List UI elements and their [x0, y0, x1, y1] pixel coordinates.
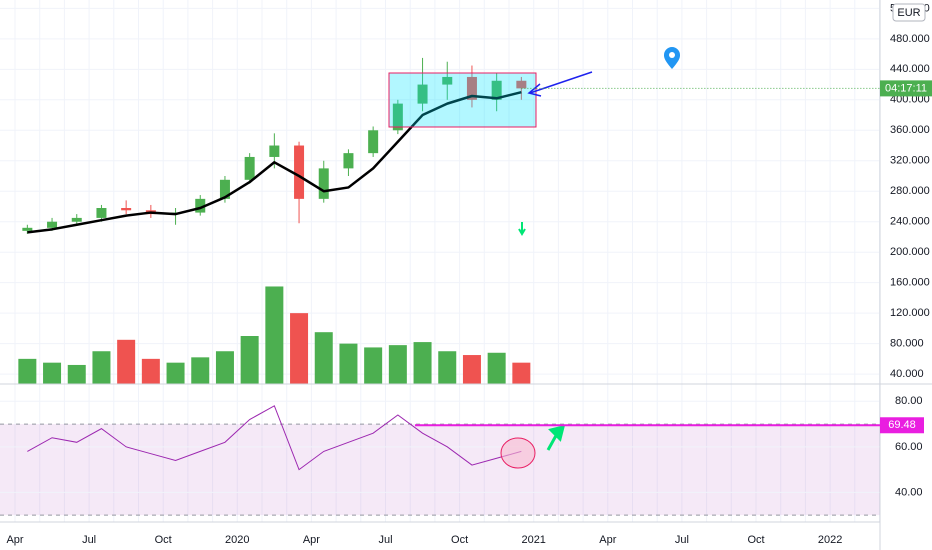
x-tick-label: Jul	[82, 534, 96, 546]
x-tick-label: 2020	[225, 534, 249, 546]
volume-bar	[191, 357, 210, 384]
candle-body	[47, 221, 58, 228]
x-tick-label: Oct	[747, 534, 764, 546]
y-tick-label: 80.00	[895, 395, 923, 407]
candle-body	[442, 76, 453, 85]
x-tick-label: 2021	[521, 534, 545, 546]
volume-bar	[18, 358, 37, 384]
candle-body	[71, 217, 82, 222]
volume-bar	[141, 358, 160, 384]
plot	[0, 0, 880, 522]
y-tick-label: 320.000	[890, 155, 930, 167]
x-tick-label: Oct	[155, 534, 172, 546]
currency-box	[892, 3, 926, 22]
pin-dot	[669, 52, 675, 58]
volume-bar	[462, 355, 481, 384]
y-tick-label: 120.000	[890, 307, 930, 319]
up-arrow	[546, 424, 566, 451]
volume-bar	[265, 286, 284, 384]
volume-bar	[438, 351, 457, 384]
level-tag	[880, 417, 924, 434]
currency: EUR	[897, 7, 920, 19]
axis: 40.000 80.000 120.000 160.000 200.000 240.000…	[6, 2, 932, 546]
countdown: 04:17:11	[885, 82, 927, 94]
range-box	[388, 72, 537, 128]
candle-body	[466, 76, 477, 100]
volume-bar	[43, 362, 62, 384]
y-tick-label: 200.000	[890, 246, 930, 258]
y-tick-label: 400.000	[890, 94, 930, 106]
y-tick-label: 160.000	[890, 277, 930, 289]
y-tick-label: 60.00	[895, 441, 923, 453]
y-tick-label: 40.00	[895, 486, 923, 498]
volume-bar	[314, 332, 333, 384]
candle-body	[343, 153, 354, 169]
x-tick-label: Oct	[451, 534, 468, 546]
candle-body	[96, 208, 107, 218]
x-tick-label: 2022	[818, 534, 842, 546]
x-tick-label: Apr	[6, 534, 23, 546]
candle-body	[219, 179, 230, 199]
candle-body	[244, 156, 255, 180]
candle-body	[294, 145, 305, 199]
y-tick-label: 440.000	[890, 63, 930, 75]
x-tick-label: Jul	[378, 534, 392, 546]
y-tick-label: 240.000	[890, 216, 930, 228]
x-tick-label: Jul	[675, 534, 689, 546]
y-tick-label: 280.000	[890, 185, 930, 197]
volume-bar	[92, 351, 111, 384]
moving-average	[27, 90, 522, 234]
candle-body	[269, 145, 280, 157]
volume-bar	[413, 342, 432, 384]
volume-bar	[388, 345, 407, 384]
y-tick-label: 40.000	[890, 368, 924, 380]
highlight-circle	[500, 437, 536, 469]
volume-bar	[339, 343, 358, 384]
volume-bar	[67, 364, 86, 384]
down-arrow	[518, 222, 526, 236]
volume-bar	[290, 313, 309, 384]
candle-body	[516, 80, 527, 89]
x-tick-label: Apr	[599, 534, 616, 546]
rsi-band	[0, 424, 880, 516]
arrow-line	[529, 71, 593, 94]
rsi-line	[27, 405, 522, 471]
candle-body	[22, 227, 33, 231]
volume-bar	[364, 347, 383, 384]
y-tick-label: 480.000	[890, 33, 930, 45]
y-tick-label: 80.000	[890, 338, 924, 350]
candle-body	[318, 168, 329, 199]
y-tick-label: 360.000	[890, 124, 930, 136]
volume-bar	[215, 351, 234, 384]
arrow-head	[527, 83, 542, 97]
level-label: 69.48	[888, 419, 916, 431]
volume-bar	[166, 362, 185, 384]
candle-body	[392, 103, 403, 131]
countdown-tag	[880, 80, 932, 97]
candle-body	[195, 198, 206, 213]
volume-bar	[240, 336, 259, 384]
volume-bar	[487, 352, 506, 384]
volume-bar	[512, 362, 531, 384]
x-tick-label: Apr	[303, 534, 320, 546]
candle-body	[121, 208, 132, 211]
candle-body	[368, 130, 379, 154]
candle-body	[491, 80, 502, 100]
volume-bar	[117, 339, 136, 384]
candle-body	[417, 84, 428, 104]
